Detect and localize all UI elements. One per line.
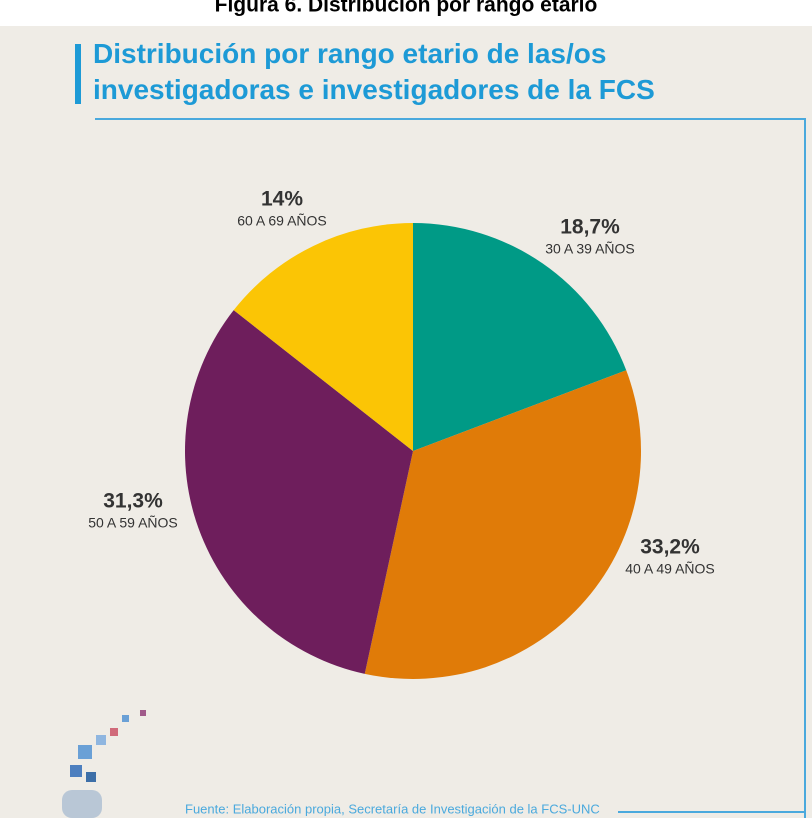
value-label: 18,7% <box>560 216 620 239</box>
pie-slice <box>413 223 627 451</box>
title-bar <box>75 44 81 104</box>
category-label: 60 A 69 AÑOS <box>237 213 327 229</box>
pie-slice <box>233 223 413 451</box>
category-label: 50 A 59 AÑOS <box>88 515 178 531</box>
decoration <box>62 710 146 818</box>
value-label: 33,2% <box>640 536 700 559</box>
category-label: 30 A 39 AÑOS <box>545 241 635 257</box>
value-label: 31,3% <box>103 490 163 513</box>
figure-caption: Figura 6. Distribución por rango etario <box>215 0 598 17</box>
source: Fuente: Elaboración propia, Secretaría d… <box>185 801 600 816</box>
chart-title: Distribución por rango etario de las/os i… <box>93 38 655 105</box>
category-label: 40 A 49 AÑOS <box>625 561 715 577</box>
frame-line <box>95 118 806 818</box>
value-label: 14% <box>261 188 303 211</box>
pie-slice <box>184 310 413 674</box>
pie-slice <box>364 370 641 679</box>
